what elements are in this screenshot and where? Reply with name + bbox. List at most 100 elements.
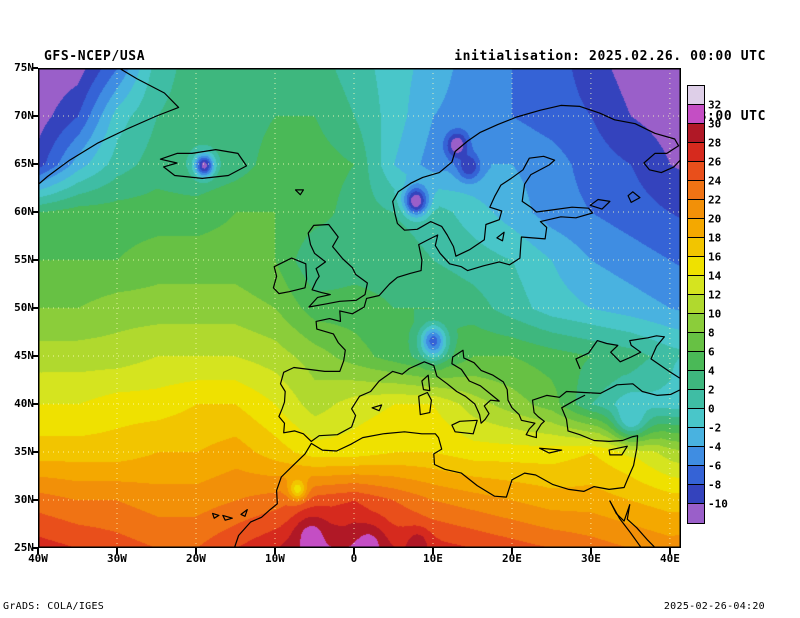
lon-tick-label: 30W — [107, 552, 127, 565]
colorbar-segment — [688, 295, 704, 314]
lat-tick-mark — [32, 115, 38, 117]
colorbar-level-label: 20 — [708, 212, 722, 226]
coastline-sinai — [609, 500, 631, 522]
lat-tick-label: 45N — [14, 349, 34, 362]
colorbar-segment — [688, 390, 704, 409]
lon-tick-mark — [273, 548, 276, 554]
colorbar-segment — [688, 504, 704, 523]
colorbar-level-label: -2 — [708, 421, 722, 435]
map-overlay — [38, 68, 681, 548]
lat-tick-label: 30N — [14, 493, 34, 506]
grads-credit: GrADS: COLA/IGES — [3, 601, 105, 612]
colorbar-level-label: 26 — [708, 155, 722, 169]
lon-tick-label: 10E — [423, 552, 443, 565]
colorbar-segment — [688, 181, 704, 200]
lon-tick-mark — [431, 548, 434, 554]
colorbar-level-label: 6 — [708, 345, 715, 359]
coastline-mediterranean-north — [310, 349, 681, 442]
coastline-europe-atlantic-baltic-arctic — [278, 104, 681, 442]
lat-tick-mark — [32, 67, 38, 69]
coastline-cyprus — [608, 445, 628, 456]
colorbar-level-label: 28 — [708, 136, 722, 150]
lat-tick-label: 25N — [14, 541, 34, 554]
colorbar-level-label: 18 — [708, 231, 722, 245]
coastline-crete — [539, 447, 563, 454]
lon-tick-mark — [589, 548, 592, 554]
lon-tick-mark — [194, 548, 197, 554]
lat-tick-label: 70N — [14, 109, 34, 122]
colorbar-segment — [688, 86, 704, 105]
lon-tick-label: 20E — [502, 552, 522, 565]
model-title: GFS-NCEP/USA — [44, 49, 146, 64]
temperature-colorbar — [687, 85, 705, 524]
colorbar-level-label: 30 — [708, 117, 722, 131]
lat-tick-mark — [32, 451, 38, 453]
colorbar-level-label: 12 — [708, 288, 722, 302]
coastline-greenland — [38, 68, 180, 186]
colorbar-level-label: 2 — [708, 383, 715, 397]
lat-tick-label: 75N — [14, 61, 34, 74]
lon-tick-label: 20W — [186, 552, 206, 565]
lat-tick-mark — [32, 259, 38, 261]
colorbar-level-label: 32 — [708, 98, 722, 112]
lat-tick-mark — [32, 547, 38, 549]
colorbar-level-label: 10 — [708, 307, 722, 321]
colorbar-level-label: 14 — [708, 269, 722, 283]
colorbar-segment — [688, 333, 704, 352]
lat-tick-label: 55N — [14, 253, 34, 266]
colorbar-segment — [688, 428, 704, 447]
colorbar-segment — [688, 105, 704, 124]
lat-tick-label: 65N — [14, 157, 34, 170]
colorbar-segment — [688, 466, 704, 485]
colorbar-level-label: 4 — [708, 364, 715, 378]
colorbar-segment — [688, 447, 704, 466]
colorbar-level-label: 8 — [708, 326, 715, 340]
colorbar-segment — [688, 409, 704, 428]
coastline-canary-3 — [240, 509, 248, 517]
lat-tick-label: 60N — [14, 205, 34, 218]
colorbar-segment — [688, 257, 704, 276]
colorbar-segment — [688, 124, 704, 143]
lat-tick-label: 35N — [14, 445, 34, 458]
coastline-gotland — [496, 231, 505, 242]
colorbar-level-label: -10 — [708, 497, 728, 511]
lat-tick-mark — [32, 211, 38, 213]
lon-tick-mark — [352, 548, 355, 554]
lon-tick-label: 0 — [350, 552, 358, 565]
lat-tick-mark — [32, 355, 38, 357]
lat-tick-mark — [32, 403, 38, 405]
colorbar-level-label: 16 — [708, 250, 722, 264]
lat-tick-mark — [32, 307, 38, 309]
lon-tick-label: 30E — [581, 552, 601, 565]
lon-tick-label: 40E — [660, 552, 680, 565]
colorbar-segment — [688, 162, 704, 181]
coastline-lake-ladoga — [589, 198, 611, 210]
colorbar-level-label: 24 — [708, 174, 722, 188]
colorbar-segment — [688, 485, 704, 504]
colorbar-segment — [688, 143, 704, 162]
coastline-canary-1 — [212, 512, 220, 519]
colorbar-segment — [688, 219, 704, 238]
colorbar-segment — [688, 352, 704, 371]
colorbar-level-label: -6 — [708, 459, 722, 473]
coastline-black-sea-north — [575, 335, 681, 380]
colorbar-level-label: 0 — [708, 402, 715, 416]
coastline-sardinia — [418, 391, 432, 416]
colorbar-level-label: -8 — [708, 478, 722, 492]
coastline-corsica — [421, 374, 431, 392]
coastline-anatolia-levant-north-africa — [233, 394, 639, 548]
lon-tick-mark — [115, 548, 118, 554]
generation-timestamp: 2025-02-26-04:20 — [663, 601, 765, 612]
lat-tick-mark — [32, 499, 38, 501]
lat-tick-label: 50N — [14, 301, 34, 314]
colorbar-segment — [688, 200, 704, 219]
lat-tick-label: 40N — [14, 397, 34, 410]
colorbar-level-label: 22 — [708, 193, 722, 207]
coastline-faroe — [294, 189, 304, 196]
coastline-iceland — [159, 149, 248, 179]
coastline-mallorca — [371, 404, 383, 412]
coastline-sicily — [451, 419, 478, 435]
lon-tick-label: 40W — [28, 552, 48, 565]
map-frame — [38, 68, 681, 548]
colorbar-level-label: -4 — [708, 440, 722, 454]
